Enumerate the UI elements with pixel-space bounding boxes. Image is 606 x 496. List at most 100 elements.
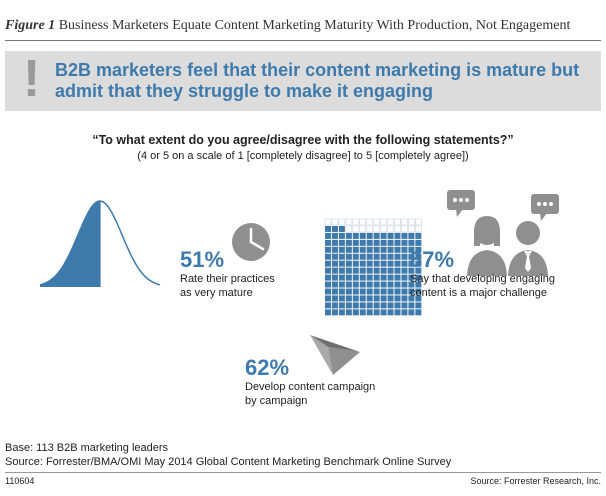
- waffle-cell-filled: [338, 260, 345, 267]
- stat-label-line: by campaign: [245, 395, 308, 407]
- waffle-cell-filled: [359, 260, 366, 267]
- waffle-cell-empty: [408, 225, 415, 233]
- waffle-cell-filled: [380, 288, 387, 295]
- waffle-cell-filled: [401, 239, 408, 246]
- waffle-cell-empty: [401, 225, 408, 233]
- waffle-cell-filled: [408, 246, 415, 253]
- waffle-cell-filled: [415, 246, 422, 253]
- waffle-cell-filled: [345, 232, 352, 239]
- waffle-cell-filled: [366, 274, 373, 281]
- figure-title: Figure 1 Business Marketers Equate Conte…: [5, 18, 601, 34]
- waffle-cell-filled: [373, 239, 380, 246]
- waffle-cell-filled: [331, 260, 338, 267]
- waffle-cell-filled: [345, 239, 352, 246]
- stat-label-maturity: Rate their practices as very mature: [180, 272, 275, 300]
- waffle-cell-filled: [345, 253, 352, 260]
- bell-curve-icon: [39, 200, 161, 287]
- waffle-cell-filled: [387, 288, 394, 295]
- waffle-cell-filled: [415, 309, 422, 316]
- survey-question: “To what extent do you agree/disagree wi…: [92, 133, 514, 147]
- waffle-cell-filled: [331, 302, 338, 309]
- waffle-cell-filled: [387, 309, 394, 316]
- waffle-cell-filled: [373, 253, 380, 260]
- waffle-cell-empty: [373, 218, 380, 226]
- waffle-cell-filled: [325, 288, 331, 295]
- waffle-cell-filled: [373, 302, 380, 309]
- waffle-cell-filled: [331, 295, 338, 302]
- paper-plane-icon: [310, 335, 360, 375]
- waffle-cell-filled: [338, 246, 345, 253]
- waffle-cell-filled: [401, 267, 408, 274]
- man-icon: [508, 221, 548, 276]
- waffle-cell-filled: [338, 309, 345, 316]
- waffle-cell-filled: [352, 253, 359, 260]
- waffle-cell-filled: [352, 281, 359, 288]
- waffle-cell-filled: [401, 232, 408, 239]
- stat-label-line: Rate their practices: [180, 273, 275, 285]
- waffle-cell-filled: [352, 274, 359, 281]
- waffle-cell-filled: [352, 288, 359, 295]
- waffle-cell-filled: [408, 253, 415, 260]
- waffle-cell-filled: [338, 281, 345, 288]
- waffle-cell-empty: [387, 218, 394, 226]
- waffle-cell-filled: [325, 225, 331, 232]
- waffle-cell-filled: [352, 232, 359, 239]
- waffle-cell-filled: [345, 288, 352, 295]
- waffle-cell-filled: [366, 232, 373, 239]
- figure-label: Figure 1: [5, 18, 56, 33]
- waffle-cell-empty: [380, 218, 387, 226]
- waffle-cell-filled: [380, 260, 387, 267]
- waffle-cell-filled: [331, 225, 338, 232]
- waffle-cell-filled: [401, 260, 408, 267]
- waffle-cell-filled: [394, 246, 401, 253]
- waffle-cell-filled: [331, 232, 338, 239]
- waffle-cell-filled: [325, 267, 331, 274]
- waffle-cell-filled: [380, 302, 387, 309]
- waffle-cell-filled: [325, 253, 331, 260]
- waffle-cell-filled: [380, 246, 387, 253]
- waffle-cell-filled: [387, 274, 394, 281]
- waffle-cell-filled: [359, 232, 366, 239]
- waffle-cell-filled: [352, 267, 359, 274]
- waffle-cell-empty: [366, 218, 374, 226]
- waffle-cell-empty: [359, 225, 367, 233]
- waffle-cell-filled: [331, 274, 338, 281]
- waffle-cell-filled: [415, 274, 422, 281]
- waffle-cell-filled: [415, 302, 422, 309]
- waffle-cell-filled: [338, 274, 345, 281]
- waffle-cell-filled: [366, 309, 373, 316]
- waffle-cell-filled: [345, 274, 352, 281]
- waffle-cell-filled: [387, 260, 394, 267]
- waffle-cell-filled: [380, 309, 387, 316]
- waffle-cell-filled: [380, 274, 387, 281]
- waffle-cell-filled: [408, 239, 415, 246]
- waffle-cell-filled: [352, 295, 359, 302]
- waffle-cell-filled: [387, 246, 394, 253]
- waffle-cell-filled: [338, 267, 345, 274]
- waffle-cell-filled: [359, 239, 366, 246]
- waffle-cell-filled: [366, 246, 373, 253]
- waffle-cell-filled: [394, 281, 401, 288]
- waffle-cell-empty: [352, 225, 360, 233]
- waffle-cell-filled: [352, 309, 359, 316]
- waffle-cell-filled: [345, 246, 352, 253]
- waffle-cell-filled: [366, 281, 373, 288]
- waffle-cell-filled: [380, 232, 387, 239]
- survey-scale: (4 or 5 on a scale of 1 [completely disa…: [137, 150, 469, 162]
- waffle-cell-filled: [415, 267, 422, 274]
- waffle-cell-filled: [373, 288, 380, 295]
- waffle-cell-filled: [338, 288, 345, 295]
- waffle-cell-filled: [345, 309, 352, 316]
- waffle-cell-filled: [338, 295, 345, 302]
- waffle-cell-filled: [345, 302, 352, 309]
- bell-curve-line: [39, 200, 161, 286]
- bell-curve-fill: [40, 201, 101, 287]
- top-divider: [5, 40, 601, 41]
- bottom-divider: [5, 472, 601, 473]
- stat-label-line: Develop content campaign: [245, 381, 376, 393]
- stat-label-line: Say that developing engaging: [410, 273, 555, 285]
- waffle-cell-empty: [352, 218, 360, 226]
- stat-value-campaign: 62%: [245, 355, 290, 380]
- waffle-cell-filled: [359, 309, 366, 316]
- waffle-cell-empty: [401, 218, 408, 226]
